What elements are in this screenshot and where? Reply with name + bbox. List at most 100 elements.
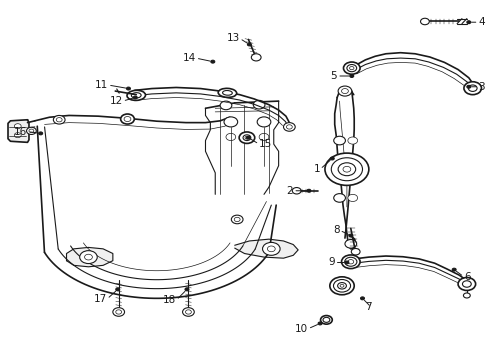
Circle shape — [251, 54, 261, 61]
Circle shape — [124, 117, 131, 122]
Circle shape — [360, 297, 364, 300]
Circle shape — [341, 89, 347, 94]
Ellipse shape — [344, 257, 356, 266]
Circle shape — [80, 251, 97, 264]
Circle shape — [466, 85, 470, 88]
Circle shape — [247, 43, 251, 46]
Circle shape — [457, 278, 475, 291]
Ellipse shape — [127, 90, 145, 100]
Circle shape — [220, 101, 231, 110]
Text: 11: 11 — [95, 80, 108, 90]
Circle shape — [462, 281, 470, 287]
Circle shape — [116, 288, 120, 291]
Circle shape — [333, 136, 345, 145]
Circle shape — [14, 124, 21, 129]
Text: 2: 2 — [286, 186, 293, 196]
Ellipse shape — [339, 284, 343, 287]
Circle shape — [330, 157, 333, 160]
Circle shape — [337, 86, 351, 96]
Circle shape — [39, 132, 42, 135]
Circle shape — [257, 117, 270, 127]
Text: 15: 15 — [259, 139, 272, 149]
Circle shape — [84, 254, 92, 260]
Circle shape — [244, 136, 248, 139]
Circle shape — [133, 96, 137, 99]
Ellipse shape — [349, 67, 353, 70]
Text: 3: 3 — [478, 82, 484, 92]
Circle shape — [463, 293, 469, 298]
Ellipse shape — [337, 283, 346, 289]
Text: 13: 13 — [226, 33, 239, 43]
Text: 9: 9 — [327, 257, 334, 267]
Circle shape — [14, 133, 21, 138]
Ellipse shape — [329, 277, 353, 295]
Circle shape — [330, 158, 362, 181]
Circle shape — [451, 268, 455, 271]
Circle shape — [262, 242, 280, 255]
Circle shape — [466, 21, 470, 24]
Circle shape — [344, 239, 356, 248]
Text: 17: 17 — [94, 294, 107, 304]
Ellipse shape — [218, 88, 236, 97]
Circle shape — [210, 60, 214, 63]
Ellipse shape — [341, 255, 359, 269]
Text: 6: 6 — [463, 272, 469, 282]
Circle shape — [267, 246, 275, 252]
Circle shape — [225, 134, 235, 140]
Circle shape — [234, 217, 240, 222]
Circle shape — [420, 18, 428, 25]
Circle shape — [116, 310, 122, 314]
Circle shape — [348, 234, 352, 237]
Circle shape — [347, 137, 357, 144]
Circle shape — [182, 308, 194, 316]
Circle shape — [333, 194, 345, 202]
Circle shape — [184, 288, 188, 291]
Circle shape — [56, 118, 62, 122]
Text: 4: 4 — [478, 17, 484, 27]
Circle shape — [26, 127, 36, 134]
Circle shape — [246, 136, 250, 139]
Circle shape — [283, 123, 295, 131]
Ellipse shape — [347, 260, 353, 264]
Circle shape — [53, 116, 65, 124]
Ellipse shape — [333, 279, 350, 292]
Circle shape — [306, 189, 310, 192]
Circle shape — [224, 117, 237, 127]
Circle shape — [231, 215, 243, 224]
Text: 12: 12 — [109, 96, 122, 106]
Circle shape — [344, 261, 348, 264]
Circle shape — [253, 100, 264, 109]
Circle shape — [286, 125, 292, 129]
Circle shape — [318, 322, 322, 325]
Circle shape — [463, 82, 481, 95]
Text: 16: 16 — [14, 127, 27, 136]
Text: 14: 14 — [182, 53, 195, 63]
Circle shape — [259, 134, 268, 140]
Circle shape — [349, 75, 353, 77]
Ellipse shape — [323, 318, 329, 322]
Circle shape — [126, 87, 130, 90]
Polygon shape — [8, 120, 29, 142]
Ellipse shape — [320, 316, 331, 324]
Ellipse shape — [346, 64, 356, 72]
Circle shape — [468, 85, 476, 91]
Circle shape — [325, 153, 368, 185]
Ellipse shape — [131, 93, 141, 98]
Polygon shape — [234, 239, 298, 258]
Circle shape — [337, 163, 355, 176]
Circle shape — [347, 194, 357, 202]
Circle shape — [185, 310, 191, 314]
Text: 5: 5 — [330, 71, 336, 81]
Circle shape — [121, 114, 134, 124]
Circle shape — [292, 188, 301, 194]
Circle shape — [243, 135, 250, 140]
Circle shape — [239, 132, 254, 143]
Circle shape — [350, 248, 359, 255]
Text: 8: 8 — [332, 225, 339, 235]
Circle shape — [29, 129, 34, 133]
Text: 18: 18 — [163, 295, 176, 305]
Polygon shape — [66, 247, 113, 267]
Text: 7: 7 — [364, 302, 370, 312]
Text: 1: 1 — [313, 164, 320, 174]
Circle shape — [342, 166, 350, 172]
